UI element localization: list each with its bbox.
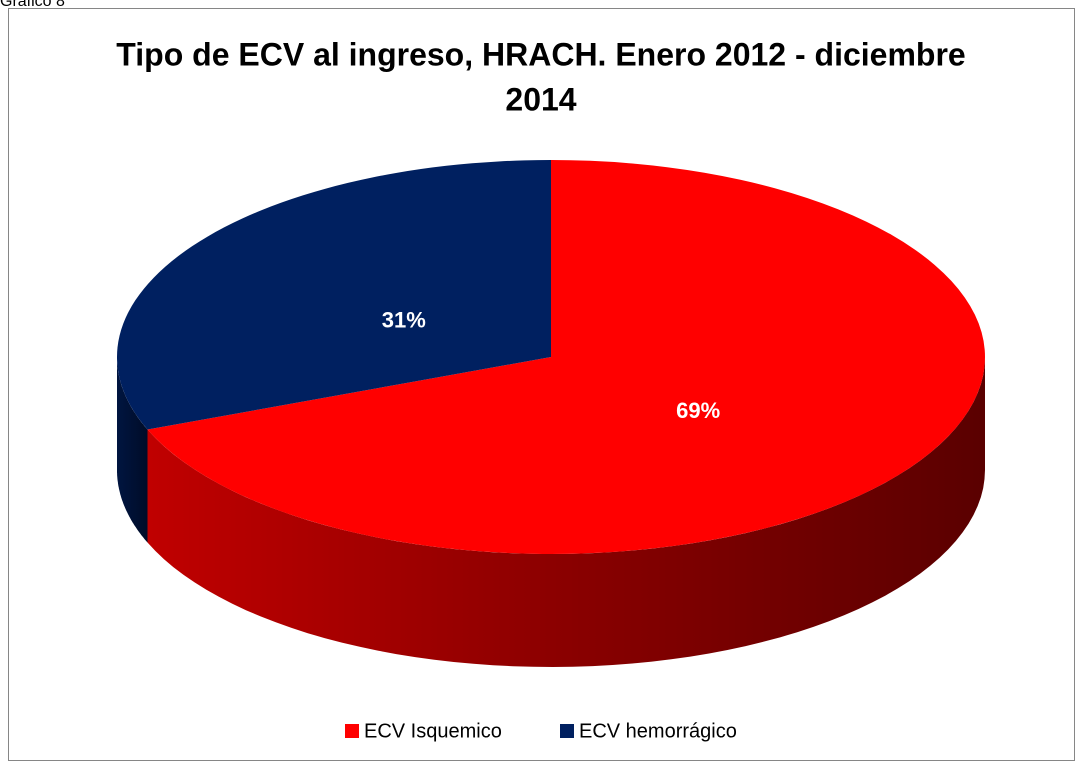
legend-swatch <box>345 724 359 738</box>
pie: 69% 31% <box>117 159 986 667</box>
legend-swatch <box>560 724 574 738</box>
legend: ECV Isquemico ECV hemorrágico <box>345 720 737 742</box>
chart-title: 2014 <box>505 81 576 117</box>
pie-slice <box>117 159 552 430</box>
legend-label: ECV hemorrágico <box>579 720 737 742</box>
pie-slice-side <box>147 357 985 667</box>
data-label: 69% <box>676 398 720 423</box>
data-label: 31% <box>382 307 426 332</box>
caption: Gráfico 8 <box>0 0 65 10</box>
pie-slice-side <box>117 357 148 543</box>
chart-title: Tipo de ECV al ingreso, HRACH. Enero 201… <box>116 36 965 72</box>
pie-slice <box>147 160 986 554</box>
legend-label: ECV Isquemico <box>364 720 502 742</box>
